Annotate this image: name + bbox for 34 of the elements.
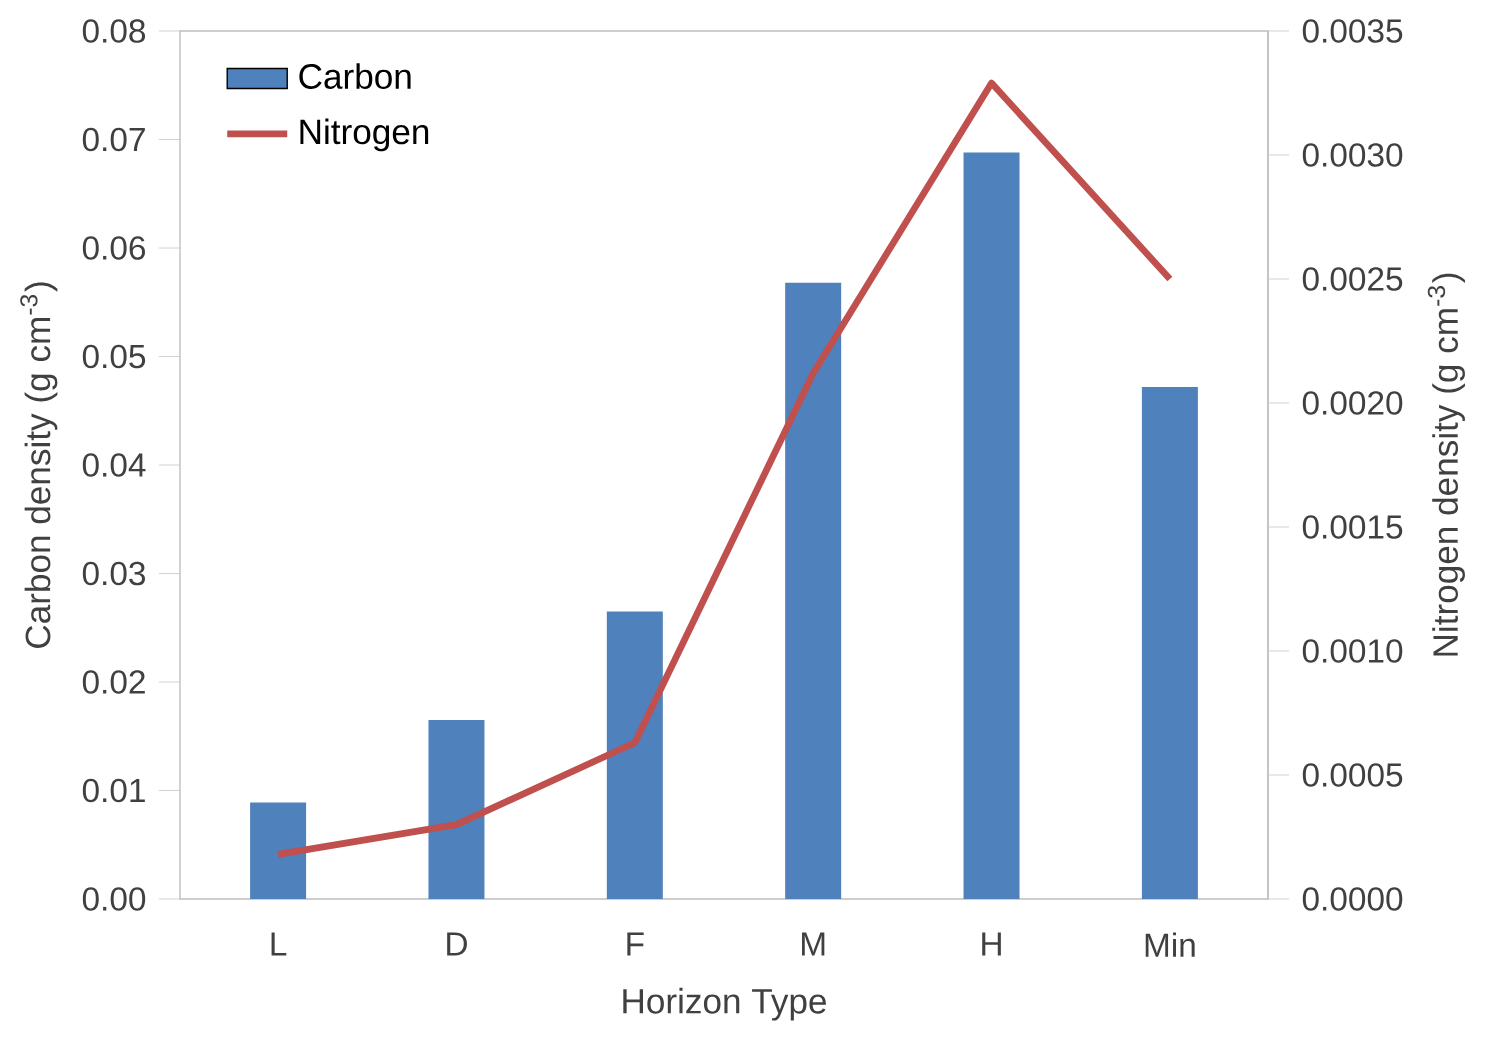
x-tick-label: D	[447, 932, 467, 956]
x-axis-title: Horizon Type	[623, 987, 826, 1021]
x-tick-label: Min	[1145, 932, 1195, 957]
bar	[606, 611, 663, 899]
y2-tick-label: 0.0030	[1302, 143, 1403, 167]
y-tick-label: 0.00	[82, 887, 146, 911]
bar	[1141, 386, 1198, 899]
x-tick-label: F	[627, 932, 644, 956]
y-tick-label: 0.01	[82, 778, 145, 803]
y-tick-label: 0.04	[82, 453, 146, 477]
y2-tick-label: 0.0025	[1302, 267, 1403, 291]
legend-label: Carbon	[299, 63, 411, 89]
y-tick-label: 0.05	[82, 344, 146, 369]
y-axis-title: Carbon density (g cm$^{-3}$)	[20, 282, 58, 648]
x-tick-label: M	[802, 932, 825, 956]
y2-axis-title: Nitrogen density (g cm$^{-3}$)	[1427, 273, 1465, 656]
y2-tick-label: 0.0000	[1302, 887, 1403, 911]
y-tick-label: 0.02	[82, 670, 145, 694]
y-tick-label: 0.06	[82, 236, 146, 260]
bar	[250, 802, 307, 899]
x-tick-label: L	[271, 932, 287, 956]
y-tick-label: 0.08	[82, 19, 146, 43]
x-tick-label: H	[982, 932, 1001, 956]
bar	[963, 152, 1020, 899]
legend-label: Nitrogen	[300, 118, 429, 152]
y2-tick-label: 0.0005	[1302, 763, 1403, 787]
bar	[785, 282, 842, 899]
y2-tick-label: 0.0035	[1302, 19, 1403, 43]
y2-tick-label: 0.0020	[1302, 391, 1403, 415]
y-tick-label: 0.07	[82, 127, 145, 152]
bar	[428, 719, 485, 899]
y-tick-label: 0.03	[82, 561, 146, 586]
y2-tick-label: 0.0010	[1302, 639, 1403, 663]
y2-tick-label: 0.0015	[1302, 515, 1403, 539]
